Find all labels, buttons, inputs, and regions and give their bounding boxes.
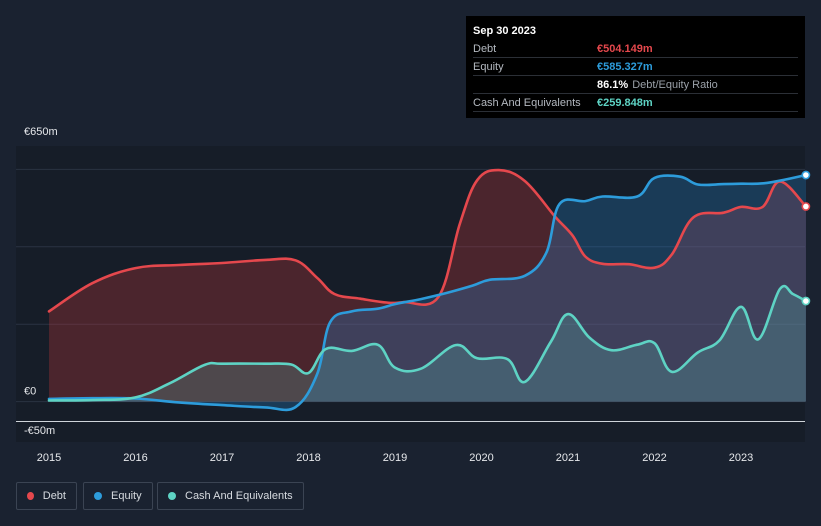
legend-equity-label: Equity <box>111 490 142 502</box>
y-tick-label: €650m <box>24 126 58 138</box>
tooltip-cash-label: Cash And Equivalents <box>473 97 581 109</box>
legend-debt-label: Debt <box>42 490 66 502</box>
tooltip-row-cash: Cash And Equivalents €259.848m <box>473 95 798 112</box>
legend-cash-label: Cash And Equivalents <box>185 490 293 502</box>
tooltip-ratio-value: 86.1% <box>597 79 629 91</box>
y-tick-label: -€50m <box>24 425 55 437</box>
x-tick-label: 2022 <box>642 452 666 464</box>
y-tick-label: €0 <box>24 386 36 398</box>
legend-cash-dot <box>168 492 176 500</box>
x-tick-label: 2021 <box>556 452 580 464</box>
debt-area <box>49 170 806 402</box>
series-lines <box>47 168 808 412</box>
equity-line <box>47 173 808 412</box>
tooltip-debt-value: €504.149m <box>597 43 653 55</box>
legend-debt-dot <box>27 492 34 500</box>
cash-and-equivalents-area <box>49 286 806 402</box>
tooltip-equity-label: Equity <box>473 61 504 73</box>
x-tick-label: 2023 <box>729 452 753 464</box>
tooltip-row-debt: Debt €504.149m <box>473 41 798 58</box>
debt-end-marker <box>801 202 811 211</box>
x-tick-label: 2019 <box>383 452 407 464</box>
x-tick-label: 2015 <box>37 452 61 464</box>
tooltip-ratio-label: Debt/Equity Ratio <box>632 79 718 91</box>
legend-equity-dot <box>94 492 102 500</box>
cash-and-equivalents-end-marker <box>801 296 811 306</box>
tooltip-date: Sep 30 2023 <box>473 25 536 37</box>
end-markers <box>801 170 811 306</box>
cash-and-equivalents-line <box>47 284 808 402</box>
legend-cash[interactable]: Cash And Equivalents <box>157 482 304 510</box>
x-tick-label: 2020 <box>469 452 493 464</box>
gridlines <box>16 168 805 422</box>
legend-debt[interactable]: Debt <box>16 482 77 510</box>
y-axis-labels: €650m €0 -€50m <box>24 126 58 437</box>
tooltip-row-equity: Equity €585.327m <box>473 59 798 76</box>
data-tooltip: Sep 30 2023 Debt €504.149m Equity €585.3… <box>466 16 805 118</box>
tooltip-row-ratio: 86.1% Debt/Equity Ratio <box>473 77 798 94</box>
x-tick-label: 2016 <box>123 452 147 464</box>
tooltip-equity-value: €585.327m <box>597 61 653 73</box>
legend-equity[interactable]: Equity <box>83 482 153 510</box>
x-tick-label: 2017 <box>210 452 234 464</box>
tooltip-cash-value: €259.848m <box>597 97 653 109</box>
debt-line <box>47 168 808 313</box>
future-shade <box>805 146 821 442</box>
tooltip-debt-label: Debt <box>473 43 497 55</box>
x-tick-label: 2018 <box>296 452 320 464</box>
equity-end-marker <box>801 170 811 180</box>
x-axis-labels: 2015 2016 2017 2018 2019 2020 2021 2022 2023 <box>37 452 753 464</box>
